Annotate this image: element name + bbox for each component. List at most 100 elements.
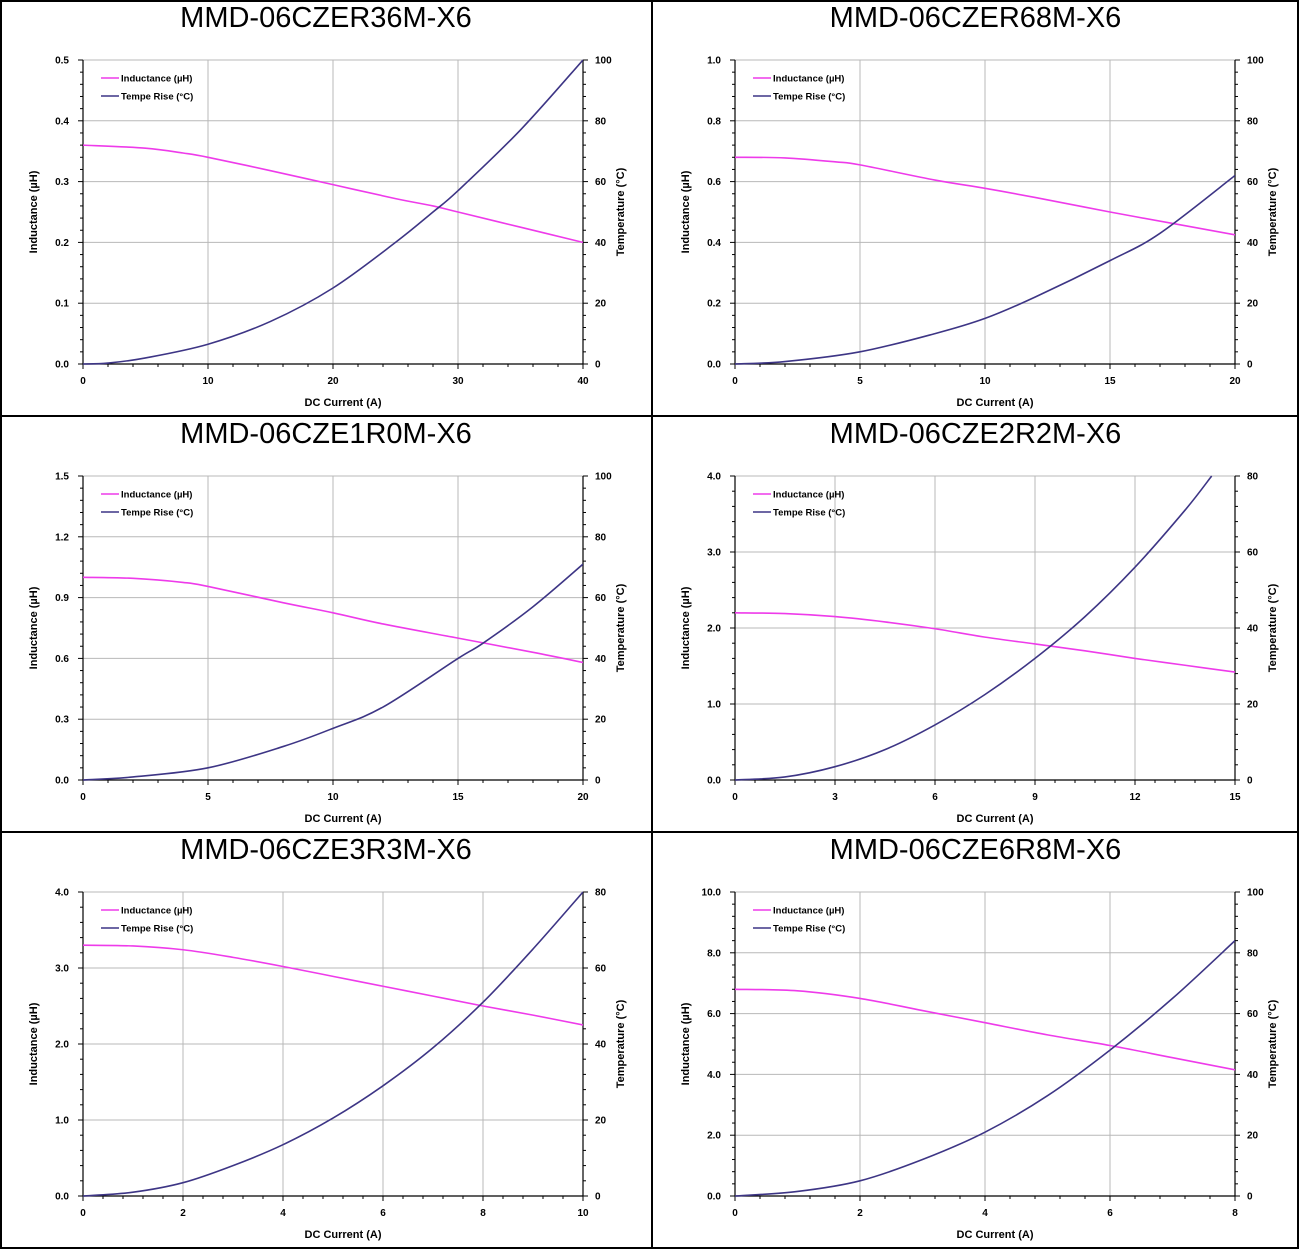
x-axis-title: DC Current (A)	[957, 1229, 1034, 1241]
temperature-series-line	[735, 940, 1235, 1197]
legend-label-temperature: Tempe Rise (°C)	[773, 924, 845, 935]
x-tick-label: 6	[1107, 1208, 1113, 1219]
y-tick-label: 0.0	[707, 1192, 721, 1203]
y2-tick-label: 40	[1247, 624, 1259, 635]
y2-tick-label: 0	[595, 360, 601, 371]
y-tick-label: 0.5	[55, 56, 69, 67]
y2-axis-title: Temperature (°C)	[1267, 167, 1279, 256]
y2-tick-label: 0	[1247, 360, 1253, 371]
x-tick-label: 10	[577, 1208, 589, 1219]
chart-svg: 0 5 10 15 20 0.0 0.2 0.4 0.6 0.8 1.0 0 20 40 60 80 100 DC…	[680, 56, 1279, 410]
y2-tick-label: 20	[1247, 299, 1259, 310]
x-tick-label: 20	[1229, 376, 1241, 387]
inductance-series-line	[83, 144, 583, 244]
temperature-series-line	[735, 174, 1235, 365]
y2-tick-label: 100	[595, 56, 612, 67]
y-tick-label: 1.0	[55, 1116, 69, 1127]
y-tick-label: 0.0	[55, 776, 69, 787]
inductance-series-line	[735, 988, 1235, 1071]
y-tick-label: 1.5	[55, 472, 69, 483]
y2-tick-label: 40	[595, 238, 607, 249]
legend-label-inductance: Inductance (µH)	[121, 906, 192, 917]
y2-tick-label: 40	[595, 654, 607, 665]
x-tick-label: 4	[982, 1208, 988, 1219]
y-axis-title: Inductance (µH)	[28, 170, 40, 253]
y-tick-label: 0.1	[55, 299, 69, 310]
y-tick-label: 0.8	[707, 116, 721, 127]
y-tick-label: 0.3	[55, 715, 69, 726]
y-tick-label: 0.0	[55, 1192, 69, 1203]
y2-tick-label: 80	[1247, 948, 1259, 959]
x-tick-label: 6	[380, 1208, 386, 1219]
y-tick-label: 4.0	[707, 1070, 721, 1081]
temperature-series-line	[83, 563, 583, 781]
legend-label-temperature: Tempe Rise (°C)	[121, 508, 193, 519]
y-tick-label: 1.2	[55, 532, 69, 543]
y-tick-label: 0.4	[707, 238, 721, 249]
y2-tick-label: 80	[1247, 472, 1259, 483]
legend-label-inductance: Inductance (µH)	[773, 74, 844, 85]
chart-panel: 0 5 10 15 20 0.0 0.2 0.4 0.6 0.8 1.0 0 20 40 60 80 100 DC…	[652, 0, 1299, 416]
x-tick-label: 0	[80, 1208, 86, 1219]
y2-tick-label: 80	[595, 532, 607, 543]
y-tick-label: 0.0	[55, 360, 69, 371]
y2-tick-label: 20	[1247, 700, 1259, 711]
inductance-series-line	[83, 576, 583, 664]
x-tick-label: 9	[1032, 792, 1038, 803]
y-tick-label: 0.3	[55, 177, 69, 188]
y2-tick-label: 80	[595, 888, 607, 899]
y-tick-label: 4.0	[707, 472, 721, 483]
y2-tick-label: 0	[595, 1192, 601, 1203]
y2-tick-label: 20	[1247, 1131, 1259, 1142]
x-tick-label: 30	[452, 376, 464, 387]
x-tick-label: 15	[452, 792, 464, 803]
chart-title: MMD-06CZER68M-X6	[829, 2, 1122, 34]
chart-panel: 0 3 6 9 12 15 0.0 1.0 2.0 3.0 4.0 0 20 40 60 80 DC Curre…	[652, 416, 1299, 832]
y-axis-title: Inductance (µH)	[28, 1002, 40, 1085]
y-tick-label: 0.6	[55, 654, 69, 665]
x-axis-title: DC Current (A)	[957, 813, 1034, 825]
x-tick-label: 2	[180, 1208, 186, 1219]
x-tick-label: 40	[577, 376, 589, 387]
x-tick-label: 20	[577, 792, 589, 803]
chart-panel: 0 2 4 6 8 0.0 2.0 4.0 6.0 8.0 10.0 0 20 40 60 80 100 DC C…	[652, 832, 1299, 1249]
y2-tick-label: 40	[595, 1040, 607, 1051]
x-tick-label: 10	[202, 376, 214, 387]
legend-label-inductance: Inductance (µH)	[121, 74, 192, 85]
table-border	[0, 415, 1299, 417]
x-tick-label: 8	[1232, 1208, 1238, 1219]
chart-svg: 0 5 10 15 20 0.0 0.3 0.6 0.9 1.2 1.5 0 20 40 60 80 100 DC…	[28, 472, 627, 826]
y-axis-title: Inductance (µH)	[680, 586, 692, 669]
inductance-series-line	[83, 944, 583, 1026]
y-tick-label: 10.0	[702, 888, 722, 899]
x-tick-label: 0	[80, 792, 86, 803]
chart-title: MMD-06CZE6R8M-X6	[829, 834, 1122, 866]
y-tick-label: 0.6	[707, 177, 721, 188]
table-border	[651, 0, 653, 1249]
y2-tick-label: 60	[595, 177, 607, 188]
legend-label-temperature: Tempe Rise (°C)	[121, 92, 193, 103]
chart-panel: 0 2 4 6 8 10 0.0 1.0 2.0 3.0 4.0 0 20 40 60 80 DC Curren…	[0, 832, 652, 1249]
chart-panel: 0 10 20 30 40 0.0 0.1 0.2 0.3 0.4 0.5 0 20 40 60 80 100 D…	[0, 0, 652, 416]
inductance-series-line	[735, 156, 1235, 236]
x-axis-title: DC Current (A)	[305, 813, 382, 825]
x-tick-label: 5	[205, 792, 211, 803]
legend-label-temperature: Tempe Rise (°C)	[773, 508, 845, 519]
x-tick-label: 2	[857, 1208, 863, 1219]
y-tick-label: 0.2	[55, 238, 69, 249]
y2-tick-label: 100	[1247, 888, 1264, 899]
y-tick-label: 2.0	[707, 624, 721, 635]
legend-label-inductance: Inductance (µH)	[773, 906, 844, 917]
y2-tick-label: 40	[1247, 238, 1259, 249]
y-tick-label: 2.0	[707, 1131, 721, 1142]
table-border	[0, 831, 1299, 833]
y2-tick-label: 80	[1247, 116, 1259, 127]
y-tick-label: 0.4	[55, 116, 69, 127]
y2-tick-label: 0	[1247, 776, 1253, 787]
x-tick-label: 10	[327, 792, 339, 803]
x-axis-title: DC Current (A)	[305, 397, 382, 409]
y2-tick-label: 60	[595, 593, 607, 604]
x-tick-label: 20	[327, 376, 339, 387]
x-tick-label: 12	[1129, 792, 1141, 803]
